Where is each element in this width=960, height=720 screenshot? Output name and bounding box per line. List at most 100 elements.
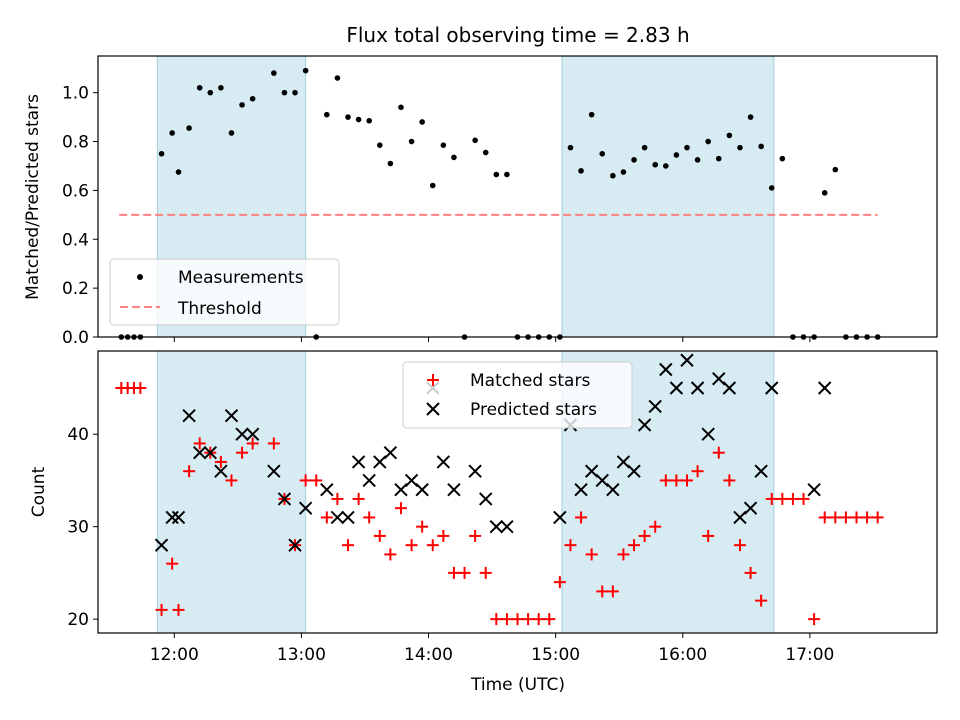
data-point-matched <box>649 520 662 533</box>
data-point <box>663 163 669 169</box>
data-point-predicted <box>351 455 366 469</box>
data-point-matched <box>246 437 259 450</box>
data-point-matched <box>331 492 344 505</box>
x-tick-label: 15:00 <box>531 645 580 665</box>
data-point-predicted <box>648 399 662 414</box>
data-point-matched <box>225 474 238 487</box>
data-point-matched <box>155 603 168 616</box>
data-point-predicted <box>330 510 345 525</box>
data-point-predicted <box>818 381 832 395</box>
data-point-predicted <box>722 381 737 395</box>
x-tick-label: 13:00 <box>277 645 326 665</box>
shaded-span <box>561 55 775 338</box>
data-point <box>610 172 616 179</box>
data-point-matched <box>426 539 439 552</box>
data-point <box>175 169 182 175</box>
data-point-predicted <box>680 353 694 367</box>
data-point-matched <box>553 576 566 589</box>
data-point <box>419 119 425 125</box>
data-point <box>684 144 690 151</box>
y-tick-label: 0.6 <box>62 181 89 201</box>
bottom-axes-frame <box>97 350 938 634</box>
data-point-predicted <box>754 464 768 478</box>
data-point-matched <box>479 566 492 579</box>
data-point-predicted <box>807 482 821 497</box>
data-point-matched <box>416 520 429 533</box>
data-point-matched <box>723 474 736 487</box>
data-point-predicted <box>245 427 260 441</box>
data-point-predicted <box>436 455 451 469</box>
data-point-predicted <box>669 381 684 395</box>
data-point-predicted <box>500 519 514 534</box>
data-point-matched <box>850 511 863 524</box>
data-point-matched <box>564 539 577 552</box>
data-point-predicted <box>606 482 620 497</box>
data-point <box>239 102 245 108</box>
data-point <box>768 185 775 191</box>
data-point-predicted <box>701 427 715 441</box>
data-point <box>482 149 489 156</box>
data-point-matched <box>405 539 418 552</box>
data-point-matched <box>532 613 545 626</box>
y-tick-label: 0.0 <box>62 328 89 348</box>
data-point-matched <box>447 566 460 579</box>
data-point-predicted <box>267 464 281 478</box>
data-point <box>832 166 839 173</box>
shaded-span <box>156 350 307 634</box>
data-point-predicted <box>627 464 641 478</box>
x-tick-label: 14:00 <box>404 645 453 665</box>
data-point-matched <box>490 613 503 626</box>
data-point-predicted <box>171 510 186 525</box>
data-point-predicted <box>203 445 217 460</box>
data-point-predicted <box>479 492 493 506</box>
data-point <box>218 84 224 91</box>
data-point <box>641 144 648 151</box>
data-point-matched <box>861 511 874 524</box>
data-point-matched <box>267 437 280 450</box>
legend-matched-marker <box>427 374 439 386</box>
y-tick-label: 1.0 <box>62 84 89 104</box>
data-point-predicted <box>415 482 429 497</box>
data-point-matched <box>543 613 556 626</box>
data-point-predicted <box>320 482 334 497</box>
bottom-panel: 20 30 40 12:00 13:00 14:00 15:00 16:00 17:00 Co… <box>29 350 938 695</box>
data-point-predicted <box>224 409 239 423</box>
data-point <box>779 155 786 162</box>
data-point-matched <box>670 474 683 487</box>
y-tick-label: 0.4 <box>62 230 89 250</box>
data-point <box>207 89 214 96</box>
x-axis-label: Time (UTC) <box>470 675 565 695</box>
data-point <box>158 150 165 157</box>
data-point-matched <box>818 511 831 524</box>
chart-title: Flux total observing time = 2.83 h <box>346 23 689 47</box>
data-point-predicted <box>383 445 398 460</box>
bottom-y-label: Count <box>29 466 49 517</box>
top-legend-box <box>109 258 340 326</box>
data-point <box>588 111 595 118</box>
data-point <box>737 144 743 151</box>
data-point-predicted <box>659 362 673 377</box>
data-point <box>355 116 362 123</box>
data-point-matched <box>310 474 323 487</box>
data-point-matched <box>172 603 185 616</box>
data-point <box>504 171 510 178</box>
data-point-predicted <box>574 482 588 497</box>
data-point <box>652 161 659 168</box>
y-tick-label: 40 <box>67 425 89 445</box>
data-point <box>228 130 235 136</box>
data-point-matched <box>500 613 513 626</box>
data-point-matched <box>342 539 355 552</box>
data-point-matched <box>373 529 386 542</box>
count-points <box>115 353 884 626</box>
data-point <box>440 142 447 148</box>
data-point-matched <box>437 529 450 542</box>
top-y-ticks: 0.0 0.2 0.4 0.6 0.8 1.0 <box>62 84 98 348</box>
data-point-predicted <box>743 501 758 515</box>
data-point-matched <box>702 529 715 542</box>
data-point-matched <box>596 585 609 598</box>
data-point <box>715 155 722 162</box>
y-tick-label: 0.8 <box>62 133 89 153</box>
data-point-predicted <box>553 510 567 525</box>
data-point <box>249 95 256 102</box>
